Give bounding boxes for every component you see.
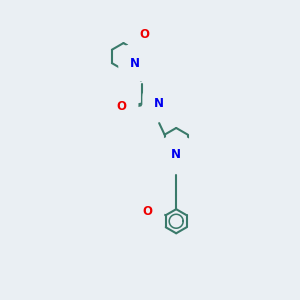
Text: N: N: [130, 57, 140, 70]
Text: N: N: [171, 148, 181, 161]
Text: O: O: [140, 28, 150, 41]
Text: O: O: [142, 206, 152, 218]
Text: O: O: [117, 100, 127, 113]
Text: N: N: [154, 97, 164, 110]
